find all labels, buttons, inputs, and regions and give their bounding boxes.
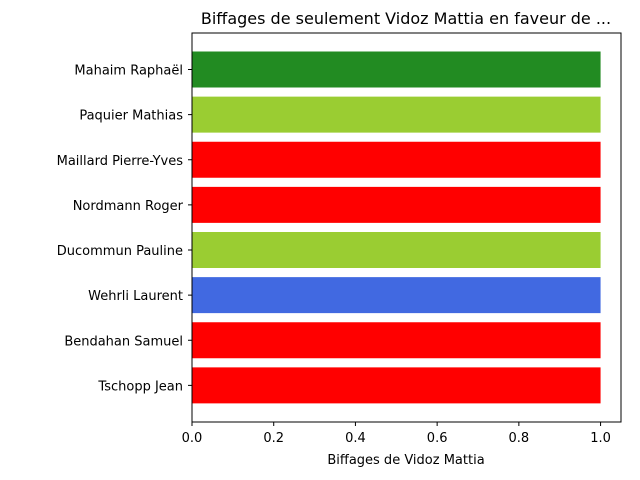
x-tick-label: 0.8 bbox=[509, 431, 530, 446]
y-tick-label: Mahaim Raphaël bbox=[74, 64, 183, 79]
x-tick-label: 0.4 bbox=[345, 431, 366, 446]
y-tick-label: Wehrli Laurent bbox=[88, 289, 183, 304]
y-tick-label: Nordmann Roger bbox=[73, 199, 184, 214]
bar bbox=[192, 141, 601, 178]
bar bbox=[192, 322, 601, 359]
bars-group bbox=[192, 51, 601, 404]
bar bbox=[192, 367, 601, 404]
x-tick-label: 0.6 bbox=[427, 431, 448, 446]
y-tick-label: Bendahan Samuel bbox=[64, 334, 183, 349]
bar bbox=[192, 51, 601, 88]
bar bbox=[192, 96, 601, 133]
y-axis-ticks: Mahaim Raphaël Paquier Mathias Maillard Pi… bbox=[57, 64, 192, 394]
y-tick-label: Ducommun Pauline bbox=[57, 244, 183, 259]
bar bbox=[192, 186, 601, 223]
bar bbox=[192, 232, 601, 268]
x-axis-ticks: 0.0 0.2 0.4 0.6 0.8 1.0 bbox=[182, 422, 611, 446]
x-tick-label: 1.0 bbox=[590, 431, 611, 446]
plot-area-frame bbox=[191, 32, 622, 423]
bar bbox=[192, 277, 601, 314]
chart-title: Biffages de seulement Vidoz Mattia en fa… bbox=[201, 9, 611, 28]
x-tick-label: 0.0 bbox=[182, 431, 203, 446]
y-tick-label: Tschopp Jean bbox=[97, 379, 183, 394]
x-tick-label: 0.2 bbox=[263, 431, 284, 446]
y-tick-label: Paquier Mathias bbox=[79, 109, 183, 124]
x-axis-label: Biffages de Vidoz Mattia bbox=[327, 453, 484, 468]
y-tick-label: Maillard Pierre-Yves bbox=[57, 154, 184, 169]
